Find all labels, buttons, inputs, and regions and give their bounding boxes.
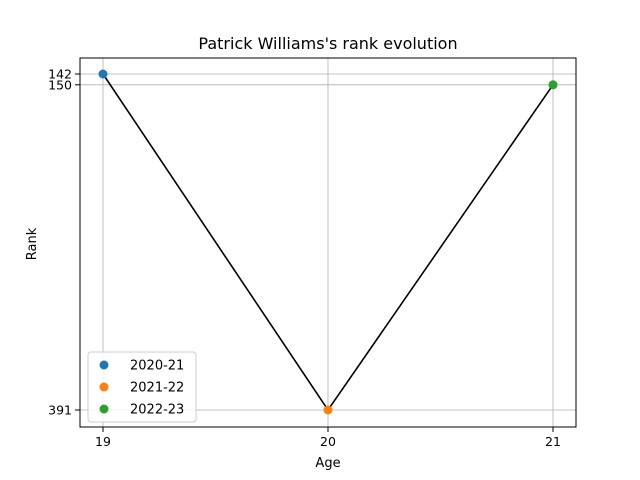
legend-box [87,351,197,423]
point-2020-21 [98,69,108,79]
x-tick-label-19: 19 [95,434,111,449]
chart-title: Patrick Williams's rank evolution [198,34,457,53]
legend-label-2021-22: 2021-22 [130,381,184,396]
legend-marker-2020-21 [99,360,109,370]
legend-label-2022-23: 2022-23 [130,403,184,418]
legend-marker-2021-22 [99,382,109,392]
x-axis-label: Age [315,456,340,471]
y-tick-label-142: 142 [48,67,72,82]
x-tick-label-20: 20 [320,434,336,449]
y-axis-label: Rank [25,227,40,260]
y-tick-label-391: 391 [48,403,72,418]
point-2021-22 [323,405,333,415]
x-tick-label-21: 21 [545,434,561,449]
y-tick-label-150: 150 [48,77,72,92]
legend-label-2020-21: 2020-21 [130,359,184,374]
legend-marker-2022-23 [99,404,109,414]
point-2022-23 [548,80,558,90]
legend: 2020-21 2021-22 2022-23 [87,351,197,423]
